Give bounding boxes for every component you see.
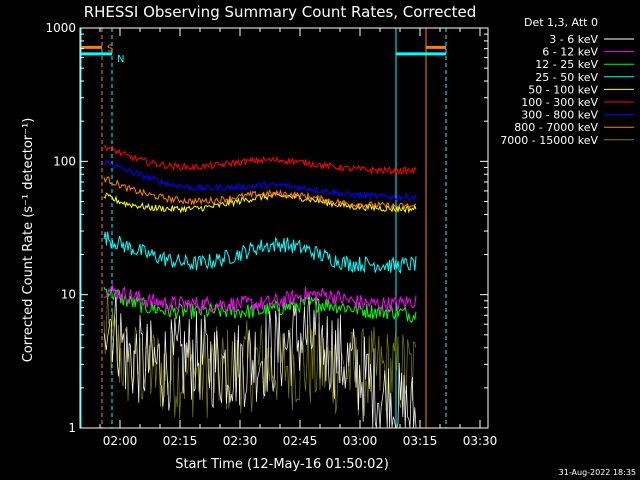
legend-label-5: 100 - 300 keV [521, 96, 598, 109]
y-tick-label: 1 [68, 421, 76, 435]
x-tick-label: 03:15 [403, 434, 438, 448]
ticks-layer: 02:00 02:15 02:30 02:45 03:00 03:15 03:30 1 10 10… [45, 21, 497, 448]
x-tick-label: 02:15 [163, 434, 198, 448]
x-tick-label: 03:00 [343, 434, 378, 448]
flag-s-label: S [107, 43, 113, 54]
x-tick-label: 02:30 [223, 434, 258, 448]
flag-n-label: N [117, 54, 124, 65]
legend-label-3: 25 - 50 keV [535, 71, 598, 84]
x-axis-label: Start Time (12-May-16 01:50:02) [175, 457, 389, 472]
plot-frame [79, 27, 489, 429]
y-tick-label: 100 [53, 154, 76, 168]
legend-title: Det 1,3, Att 0 [524, 16, 598, 29]
series-line-2 [103, 286, 417, 323]
y-axis-label: Corrected Count Rate (s⁻¹ detector⁻¹) [21, 118, 36, 363]
flags-layer: SN [80, 28, 447, 428]
series-line-3 [103, 231, 417, 274]
series-line-6 [104, 159, 417, 202]
series-line-1 [103, 284, 417, 314]
x-tick-label: 02:45 [283, 434, 318, 448]
legend-label-1: 6 - 12 keV [542, 46, 598, 59]
legend-label-8: 7000 - 15000 keV [500, 134, 598, 147]
x-tick-label: 03:30 [463, 434, 498, 448]
y-tick-label: 10 [61, 288, 76, 302]
legend-label-4: 50 - 100 keV [528, 83, 598, 96]
footer-date: 31-Aug-2022 18:35 [559, 468, 636, 477]
chart-title: RHESSI Observing Summary Count Rates, Co… [84, 3, 477, 21]
legend-label-7: 800 - 7000 keV [514, 121, 598, 134]
legend-label-2: 12 - 25 keV [535, 58, 598, 71]
series-line-0 [103, 290, 417, 429]
x-tick-label: 02:00 [103, 434, 138, 448]
series-line-5 [103, 144, 417, 176]
series-layer [103, 144, 417, 429]
legend-label-6: 300 - 800 keV [521, 109, 598, 122]
series-line-7 [103, 176, 417, 210]
y-tick-label: 1000 [45, 21, 76, 35]
legend-label-0: 3 - 6 keV [549, 33, 598, 46]
